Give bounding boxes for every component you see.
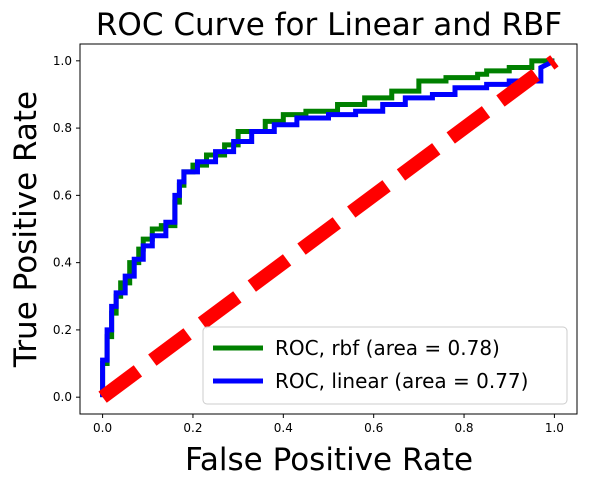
x-tick-label: 0.8 (454, 421, 473, 435)
x-tick-label: 0.6 (364, 421, 383, 435)
plot-frame (79, 43, 578, 415)
series-layer (98, 55, 559, 403)
legend-label-linear: ROC, linear (area = 0.77) (275, 369, 528, 393)
chart-title: ROC Curve for Linear and RBF (96, 7, 562, 43)
x-axis-ticks: 0.0 0.2 0.4 0.6 0.8 1.0 (93, 414, 564, 435)
y-tick-label: 1.0 (53, 54, 72, 68)
y-tick-label: 0.6 (53, 188, 72, 202)
x-tick-label: 0.0 (93, 421, 112, 435)
legend-frame (202, 326, 568, 405)
y-tick-label: 0.4 (53, 256, 72, 270)
chance-diagonal-line (98, 55, 559, 403)
x-tick-label: 0.2 (183, 421, 202, 435)
legend-label-rbf: ROC, rbf (area = 0.78) (275, 336, 500, 360)
series-line-linear (100, 58, 556, 398)
y-axis-ticks: 0.0 0.2 0.4 0.6 0.8 1.0 (53, 54, 80, 404)
y-tick-label: 0.0 (53, 390, 72, 404)
y-tick-label: 0.8 (53, 121, 72, 135)
y-axis-title: True Positive Rate (8, 91, 44, 368)
legend: ROC, rbf (area = 0.78) ROC, linear (area… (202, 326, 568, 405)
y-tick-label: 0.2 (53, 323, 72, 337)
x-tick-label: 1.0 (545, 421, 564, 435)
plot-area (79, 43, 578, 415)
x-axis-title: False Positive Rate (185, 442, 473, 478)
x-tick-label: 0.4 (274, 421, 293, 435)
